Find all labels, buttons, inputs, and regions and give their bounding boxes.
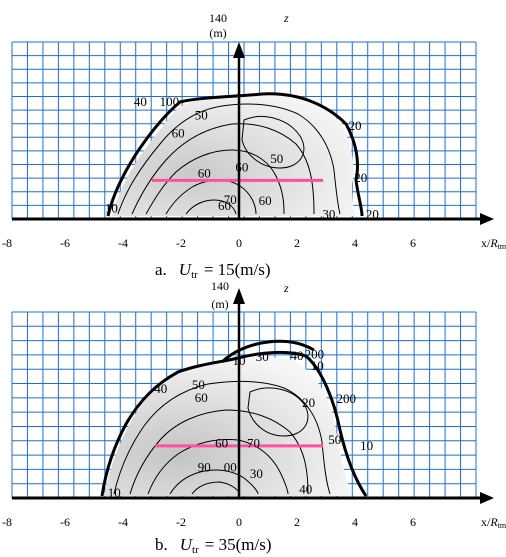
y-top-tick-a: 140 <box>209 11 227 25</box>
contour-label: 30 <box>250 466 263 481</box>
contour-label: 30 <box>256 349 269 364</box>
caption-b: b. Utr = 35(m/s) <box>155 535 272 556</box>
contour-inner-2-b <box>129 409 309 495</box>
y-top-tick-b: 140 <box>211 279 229 293</box>
x-axis-arrow-a <box>480 213 494 225</box>
x-axis-label-italic-a: R <box>489 236 498 250</box>
contour-label: 20 <box>349 118 362 133</box>
contour-label: 60 <box>198 165 211 180</box>
contour-label: 50 <box>192 377 205 392</box>
contour-label: 60 <box>172 125 185 140</box>
contour-label: 50 <box>270 151 283 166</box>
contour-top-b <box>220 339 315 364</box>
caption-sub-b: tr <box>192 544 199 556</box>
y-unit-b: (m) <box>211 297 228 311</box>
contour-label: 50 <box>328 432 341 447</box>
contour-label: 200 <box>305 347 325 362</box>
contour-label: 60 <box>218 198 231 213</box>
x-tick-label: 6 <box>410 236 416 250</box>
contour-label: 40 <box>154 381 167 396</box>
contour-lobe-a <box>241 116 305 169</box>
x-axis-label-sub-a: tmax <box>498 242 506 251</box>
y-unit-a: (m) <box>209 26 226 40</box>
x-axis-label-italic-b: R <box>489 515 498 529</box>
x-axis-arrow-b <box>480 492 494 504</box>
contour-label: 70 <box>224 192 237 207</box>
x-tick-label: 4 <box>352 236 358 250</box>
x-tick-label: -6 <box>60 515 70 529</box>
contour-labels-b: 1030402001040506020200501060709000304010 <box>108 347 373 501</box>
x-tick-label: -2 <box>176 236 186 250</box>
caption-value-a: = 15(m/s) <box>204 260 271 279</box>
x-tick-label: -2 <box>176 515 186 529</box>
x-tick-label: -8 <box>2 515 12 529</box>
contour-inner-2-a <box>131 123 315 215</box>
caption-value-b: = 35(m/s) <box>205 535 272 554</box>
contour-label: 60 <box>259 193 272 208</box>
contour-label: 10 <box>311 358 324 373</box>
x-tick-labels-b: -8 -6 -4 -2 0 2 4 6 <box>2 515 416 529</box>
x-tick-label: -4 <box>118 236 128 250</box>
x-tick-label: 0 <box>236 515 242 529</box>
x-axis-label-main-b: x/ <box>481 515 491 529</box>
contour-label: 200 <box>337 391 357 406</box>
contour-label: 60 <box>235 159 248 174</box>
x-axis-label-b: x/Rtmax <box>481 515 506 530</box>
contour-label: 10 <box>360 438 373 453</box>
contour-label: 40 <box>291 348 304 363</box>
axes-b <box>12 288 494 504</box>
contour-label: 40 <box>134 94 147 109</box>
contour-inner-5-b <box>191 481 241 495</box>
caption-symbol-a: U <box>179 260 193 279</box>
contour-label: 60 <box>215 436 228 451</box>
contour-label: 00 <box>224 460 237 475</box>
contour-label: 10 <box>105 200 118 215</box>
x-axis-label-sub-b: tmax <box>498 521 506 530</box>
contour-label: 50 <box>195 107 208 122</box>
x-tick-labels-a: -8 -6 -4 -2 0 2 4 6 <box>2 236 416 250</box>
x-axis-label-main-a: x/ <box>481 236 491 250</box>
contour-label: 90 <box>198 460 211 475</box>
caption-symbol-b: U <box>180 535 194 554</box>
contour-inner-3-a <box>145 149 285 215</box>
z-label-b: z <box>283 281 289 295</box>
contours-a <box>106 92 364 217</box>
x-tick-label: 4 <box>352 515 358 529</box>
z-axis-arrow-a <box>233 42 245 58</box>
contour-label: 20 <box>302 395 315 410</box>
caption-sub-a: tr <box>191 269 198 281</box>
x-axis-label-a: x/Rtmax <box>481 236 506 251</box>
x-tick-label: 6 <box>410 515 416 529</box>
contour-lobe-b <box>247 387 309 437</box>
contour-inner-4-b <box>169 469 259 495</box>
contour-inner-1-a <box>117 103 341 215</box>
x-tick-label: -4 <box>118 515 128 529</box>
contour-label: 100 <box>160 94 180 109</box>
contour-label: 20 <box>354 170 367 185</box>
shaded-region-a <box>112 93 356 216</box>
axes-a <box>12 42 494 225</box>
x-tick-label: 0 <box>236 236 242 250</box>
z-label-a: z <box>283 11 289 25</box>
contour-label: 10 <box>108 485 121 500</box>
contour-inner-5-a <box>185 199 237 215</box>
contour-label: 70 <box>247 436 260 451</box>
shaded-region-b <box>104 357 352 496</box>
caption-prefix-a: a. <box>155 260 167 279</box>
panel-b: 1030402001040506020200501060709000304010… <box>2 279 506 556</box>
contour-label: 60 <box>195 390 208 405</box>
x-tick-label: 2 <box>294 515 300 529</box>
x-tick-label: -6 <box>60 236 70 250</box>
x-tick-label: 2 <box>294 236 300 250</box>
x-tick-label: -8 <box>2 236 12 250</box>
caption-prefix-b: b. <box>155 535 168 554</box>
caption-a: a. Utr = 15(m/s) <box>155 260 271 281</box>
contour-label: 40 <box>299 481 312 496</box>
contour-outer-a <box>106 92 364 217</box>
contour-inner-1-b <box>113 380 331 495</box>
z-axis-arrow-b <box>233 288 245 304</box>
